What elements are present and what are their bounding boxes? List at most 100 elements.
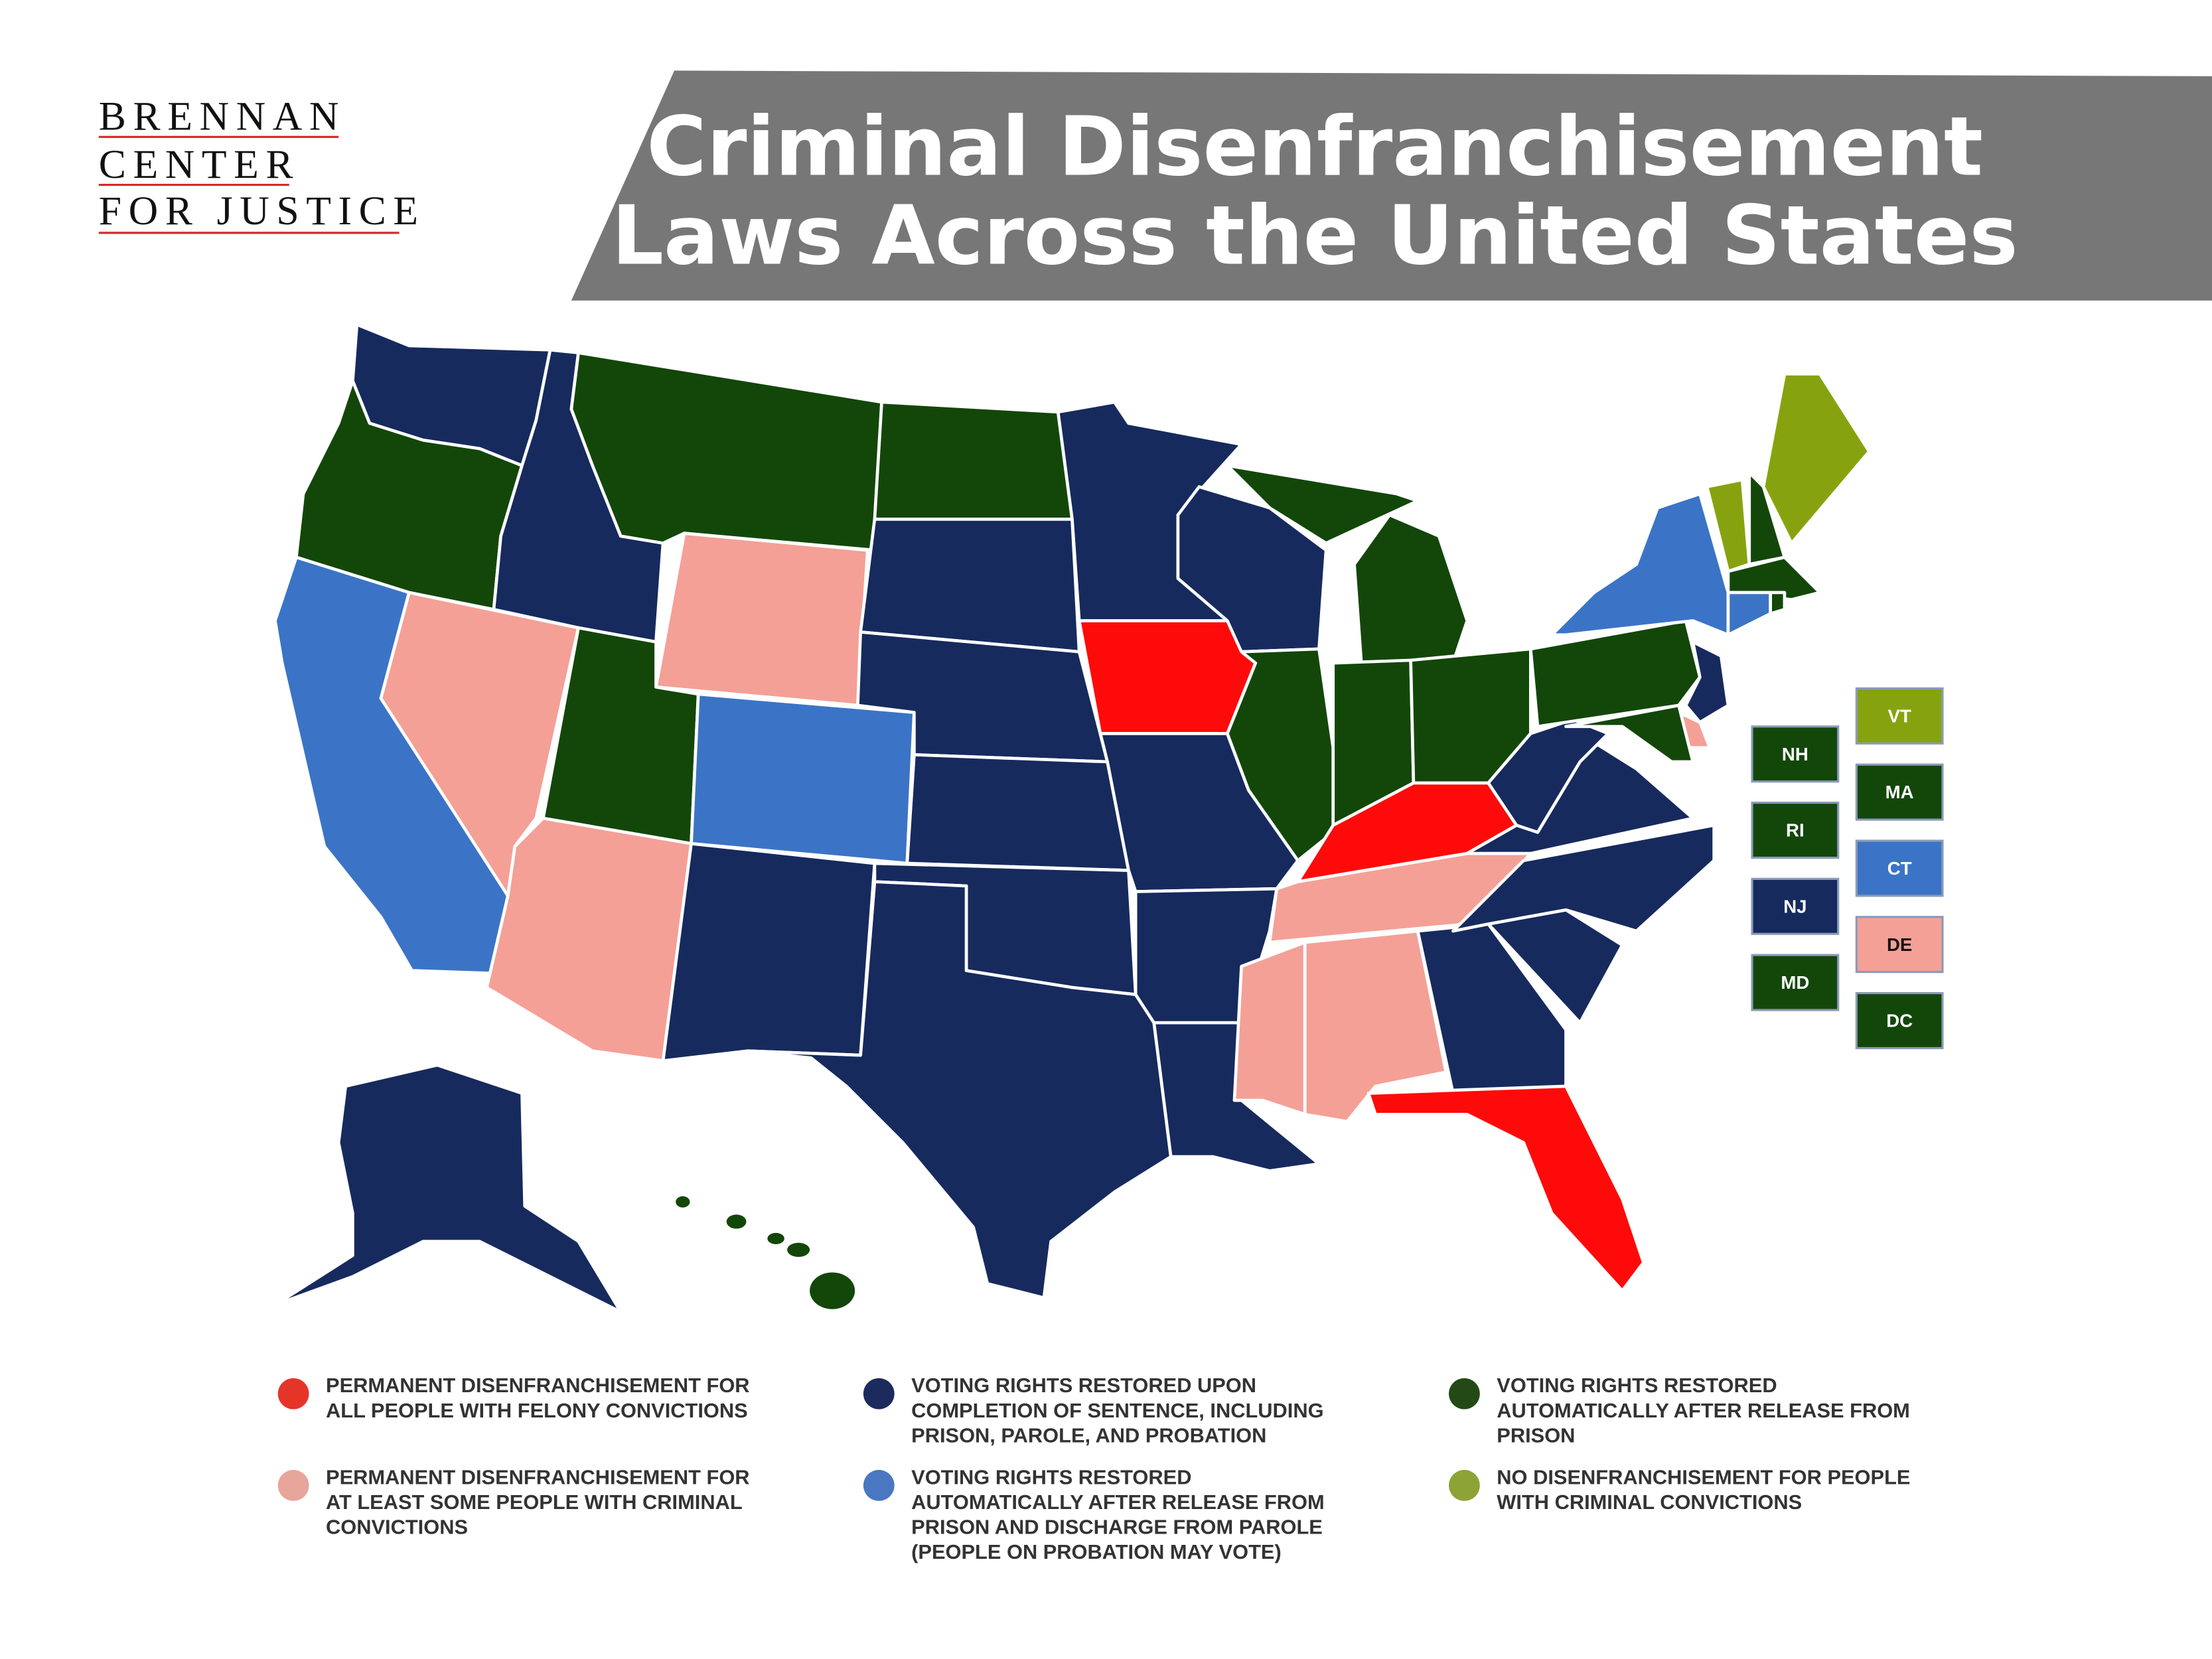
legend-text-line: AT LEAST SOME PEOPLE WITH CRIMINAL — [326, 1490, 743, 1514]
state-box-background[interactable] — [1855, 687, 1944, 745]
state-nd[interactable] — [873, 400, 1074, 521]
state-shape-tx[interactable] — [746, 880, 1173, 1300]
state-shape-ak[interactable] — [273, 1063, 623, 1314]
state-hi[interactable] — [676, 1196, 855, 1309]
state-shape-mi[interactable] — [1353, 513, 1469, 665]
state-wy[interactable] — [654, 532, 869, 707]
state-fl[interactable] — [1366, 1084, 1645, 1293]
state-shape-nm[interactable] — [661, 841, 877, 1062]
state-tx[interactable] — [746, 880, 1173, 1300]
state-shape-ct[interactable] — [1726, 591, 1773, 637]
state-shape-sd[interactable] — [859, 518, 1081, 654]
state-shape-nd[interactable] — [873, 400, 1074, 521]
state-shape-ks[interactable] — [905, 753, 1130, 872]
legend-swatch — [863, 1470, 895, 1501]
legend-text-line: WITH CRIMINAL CONVICTIONS — [1497, 1490, 1802, 1514]
state-ms[interactable] — [1232, 940, 1307, 1116]
state-box-ri[interactable]: RI — [1751, 802, 1840, 859]
legend-text-line: VOTING RIGHTS RESTORED UPON — [911, 1374, 1256, 1397]
state-box-label: DE — [1887, 934, 1912, 955]
state-box-background[interactable] — [1751, 954, 1840, 1011]
state-wv[interactable] — [1487, 717, 1610, 834]
state-sd[interactable] — [859, 518, 1081, 654]
state-box-background[interactable] — [1855, 763, 1944, 821]
legend-text-line: PRISON — [1497, 1423, 1575, 1447]
state-shape-md[interactable] — [1564, 703, 1695, 764]
legend-text-line: ALL PEOPLE WITH FELONY CONVICTIONS — [326, 1399, 748, 1422]
logo-line-1: BRENNAN — [99, 94, 346, 139]
state-ma[interactable] — [1726, 555, 1822, 601]
state-box-nh[interactable]: NH — [1751, 725, 1840, 783]
state-md[interactable] — [1564, 703, 1695, 764]
state-shape-ms[interactable] — [1232, 940, 1307, 1116]
state-box-label: VT — [1888, 705, 1911, 726]
state-il[interactable] — [1225, 647, 1335, 863]
legend-text-line: PRISON, PAROLE, AND PROBATION — [911, 1423, 1266, 1447]
legend-text-line: PERMANENT DISENFRANCHISEMENT FOR — [326, 1465, 750, 1488]
state-shape-ma[interactable] — [1726, 555, 1822, 601]
state-box-ct[interactable]: CT — [1855, 839, 1944, 897]
title-line-2: Laws Across the United States — [611, 189, 2018, 284]
state-mt[interactable] — [569, 351, 883, 552]
state-box-label: NJ — [1783, 896, 1806, 916]
state-shape-il[interactable] — [1225, 647, 1335, 863]
state-box-dc[interactable]: DC — [1855, 991, 1944, 1050]
state-shape-ri[interactable] — [1769, 591, 1787, 616]
legend-text-line: AUTOMATICALLY AFTER RELEASE FROM — [911, 1490, 1325, 1514]
state-ri[interactable] — [1769, 591, 1787, 616]
legend-swatch — [1449, 1470, 1480, 1501]
state-shape-fl[interactable] — [1366, 1084, 1645, 1293]
state-ak[interactable] — [273, 1063, 623, 1314]
state-nm[interactable] — [661, 841, 877, 1062]
state-ct[interactable] — [1726, 591, 1773, 637]
state-box-background[interactable] — [1855, 839, 1944, 897]
state-box-vt[interactable]: VT — [1855, 687, 1944, 745]
state-box-background[interactable] — [1751, 725, 1840, 783]
state-ny[interactable] — [1550, 492, 1730, 637]
legend-text-line: PERMANENT DISENFRANCHISEMENT FOR — [326, 1374, 750, 1397]
state-co[interactable] — [690, 692, 916, 865]
logo-line-3: FOR JUSTICE — [99, 188, 425, 234]
state-nc[interactable] — [1451, 824, 1716, 933]
state-box-background[interactable] — [1855, 916, 1944, 974]
state-shape-wy[interactable] — [654, 532, 869, 707]
state-shape-co[interactable] — [690, 692, 916, 865]
hawaii-island[interactable] — [767, 1232, 784, 1244]
legend-swatch — [1449, 1378, 1480, 1409]
legend-text-line: COMPLETION OF SENTENCE, INCLUDING — [911, 1399, 1323, 1422]
state-mi[interactable] — [1225, 464, 1469, 665]
state-box-de[interactable]: DE — [1855, 916, 1944, 974]
state-shape-me[interactable] — [1761, 372, 1871, 545]
state-shape-wv[interactable] — [1487, 717, 1610, 834]
title-banner-background — [571, 70, 2212, 301]
state-box-nj[interactable]: NJ — [1751, 877, 1840, 935]
legend-text-line: NO DISENFRANCHISEMENT FOR PEOPLE — [1497, 1465, 1910, 1488]
us-states-map — [273, 323, 1871, 1314]
state-box-ma[interactable]: MA — [1855, 763, 1944, 821]
state-box-background[interactable] — [1855, 991, 1944, 1050]
state-shape-az[interactable] — [485, 816, 693, 1062]
logo-line-2: CENTER — [99, 142, 300, 187]
state-ia[interactable] — [1077, 619, 1258, 735]
hawaii-island[interactable] — [676, 1196, 690, 1208]
hawaii-island[interactable] — [787, 1242, 810, 1258]
state-shape-mt[interactable] — [569, 351, 883, 552]
state-box-background[interactable] — [1751, 802, 1840, 859]
hawaii-island[interactable] — [726, 1214, 747, 1229]
state-me[interactable] — [1761, 372, 1871, 545]
hawaii-island[interactable] — [810, 1272, 855, 1309]
state-shape-nc[interactable] — [1451, 824, 1716, 933]
state-box-label: MA — [1885, 782, 1914, 802]
state-box-md[interactable]: MD — [1751, 954, 1840, 1011]
state-ks[interactable] — [905, 753, 1130, 872]
state-shape-ny[interactable] — [1550, 492, 1730, 637]
state-box-background[interactable] — [1751, 877, 1840, 935]
state-shape-mi[interactable] — [1225, 464, 1420, 545]
state-shape-ia[interactable] — [1077, 619, 1258, 735]
legend-swatch — [277, 1378, 309, 1409]
state-az[interactable] — [485, 816, 693, 1062]
